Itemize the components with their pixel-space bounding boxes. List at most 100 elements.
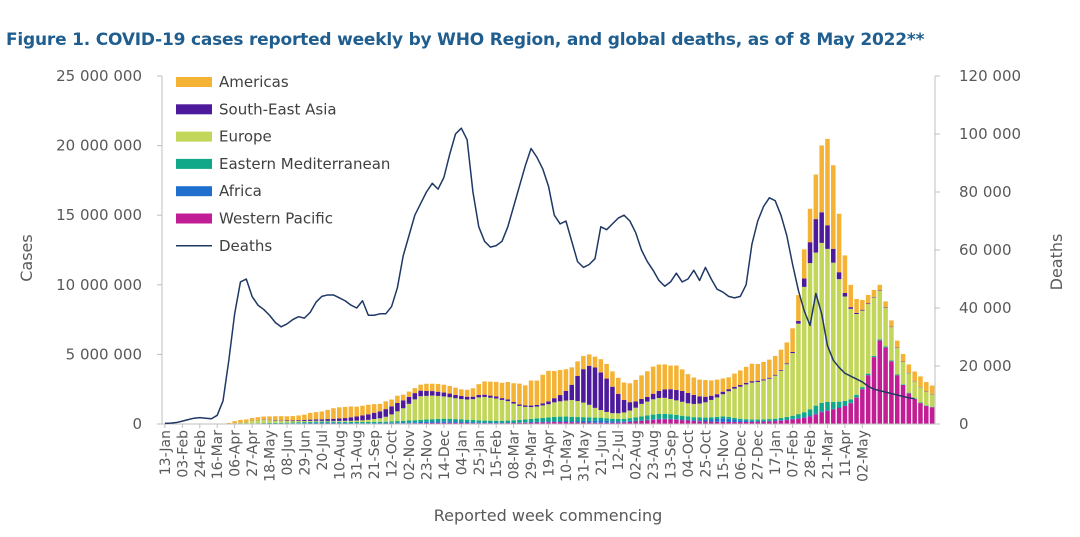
- bar-europe: [819, 242, 824, 403]
- bar-africa: [621, 421, 627, 423]
- bar-europe: [429, 395, 435, 420]
- bar-europe: [621, 412, 627, 419]
- bar-europe: [679, 401, 685, 416]
- bar-americas: [278, 416, 284, 421]
- bar-europe: [685, 403, 691, 417]
- bar-europe: [418, 396, 423, 420]
- bar-western-pacific: [563, 422, 569, 424]
- bar-eastern-mediterranean: [296, 422, 301, 424]
- bar-americas: [302, 414, 307, 420]
- bar-western-pacific: [755, 421, 760, 424]
- bar-europe: [581, 402, 586, 418]
- y-tick-label: 15 000 000: [56, 206, 142, 224]
- x-tick-label: 10-Aug: [332, 430, 348, 480]
- bar-south-east-asia: [517, 404, 522, 406]
- bar-south-east-asia: [371, 412, 377, 420]
- bar-europe: [836, 279, 842, 402]
- bar-south-east-asia: [784, 363, 790, 365]
- bar-europe: [714, 397, 720, 417]
- bar-western-pacific: [819, 412, 824, 424]
- bar-south-east-asia: [505, 399, 511, 402]
- bar-americas: [865, 294, 871, 304]
- bar-europe: [470, 399, 476, 421]
- bar-africa: [319, 422, 325, 424]
- bar-africa: [825, 410, 830, 411]
- bar-western-pacific: [575, 422, 580, 424]
- bar-americas: [412, 388, 418, 394]
- bar-europe: [337, 420, 342, 422]
- bar-europe: [488, 397, 493, 421]
- bar-americas: [767, 359, 772, 378]
- bar-europe: [703, 402, 708, 418]
- bar-eastern-mediterranean: [325, 421, 330, 423]
- bar-americas: [354, 406, 359, 417]
- bar-africa: [627, 420, 633, 422]
- bar-south-east-asia: [854, 312, 859, 314]
- bar-europe: [639, 403, 644, 417]
- bar-western-pacific: [894, 375, 900, 424]
- bar-eastern-mediterranean: [534, 418, 540, 422]
- bar-europe: [482, 396, 487, 421]
- x-tick-label: 16-Mar: [210, 430, 226, 480]
- bar-americas: [493, 381, 499, 397]
- bar-south-east-asia: [290, 420, 296, 422]
- bar-africa: [645, 419, 650, 421]
- bar-south-east-asia: [813, 219, 819, 253]
- bar-eastern-mediterranean: [604, 418, 609, 421]
- bar-south-east-asia: [801, 278, 807, 287]
- bar-south-east-asia: [569, 384, 575, 401]
- bar-eastern-mediterranean: [679, 415, 685, 420]
- bar-western-pacific: [842, 405, 848, 424]
- bar-americas: [912, 371, 917, 382]
- bar-europe: [331, 420, 336, 422]
- bar-eastern-mediterranean: [383, 421, 389, 423]
- bar-africa: [418, 421, 423, 424]
- bar-africa: [464, 421, 470, 424]
- bar-western-pacific: [610, 422, 615, 424]
- bar-americas: [238, 419, 243, 423]
- bar-europe: [674, 400, 679, 415]
- x-tick-label: 04-Oct: [681, 429, 697, 477]
- x-tick-label: 10-May: [559, 430, 575, 482]
- bar-eastern-mediterranean: [546, 417, 551, 422]
- bar-africa: [586, 420, 592, 423]
- bar-western-pacific: [714, 421, 720, 424]
- bar-europe: [708, 399, 714, 418]
- bar-europe: [377, 418, 383, 422]
- bar-africa: [813, 413, 819, 415]
- bar-africa: [482, 422, 487, 424]
- bar-africa: [499, 422, 505, 424]
- x-tick-label: 21-Jun: [594, 430, 610, 476]
- bar-africa: [755, 420, 760, 422]
- bar-europe: [313, 420, 319, 422]
- bar-eastern-mediterranean: [331, 421, 336, 423]
- bar-south-east-asia: [708, 395, 714, 400]
- bar-americas: [348, 406, 354, 418]
- bar-eastern-mediterranean: [871, 355, 877, 357]
- bar-africa: [331, 422, 336, 424]
- bar-europe: [784, 364, 790, 418]
- bar-eastern-mediterranean: [877, 339, 883, 341]
- bar-americas: [883, 301, 888, 308]
- bar-americas: [569, 367, 575, 385]
- bar-eastern-mediterranean: [522, 419, 528, 423]
- bar-americas: [267, 416, 272, 420]
- y2-tick-label: 20 000: [959, 357, 1012, 375]
- bar-americas: [761, 361, 766, 380]
- bar-western-pacific: [581, 422, 586, 424]
- bar-eastern-mediterranean: [499, 420, 505, 423]
- bar-africa: [395, 422, 400, 424]
- bar-south-east-asia: [389, 406, 394, 415]
- bar-south-east-asia: [807, 242, 813, 264]
- bar-eastern-mediterranean: [627, 418, 633, 421]
- bar-americas: [813, 174, 819, 220]
- bar-africa: [371, 423, 377, 424]
- bar-americas: [244, 419, 249, 422]
- bar-americas: [918, 376, 923, 387]
- bar-south-east-asia: [778, 369, 784, 371]
- bar-europe: [761, 380, 766, 420]
- bar-eastern-mediterranean: [767, 419, 772, 421]
- bar-europe: [406, 403, 412, 421]
- bar-eastern-mediterranean: [592, 417, 598, 421]
- bar-europe: [842, 296, 848, 401]
